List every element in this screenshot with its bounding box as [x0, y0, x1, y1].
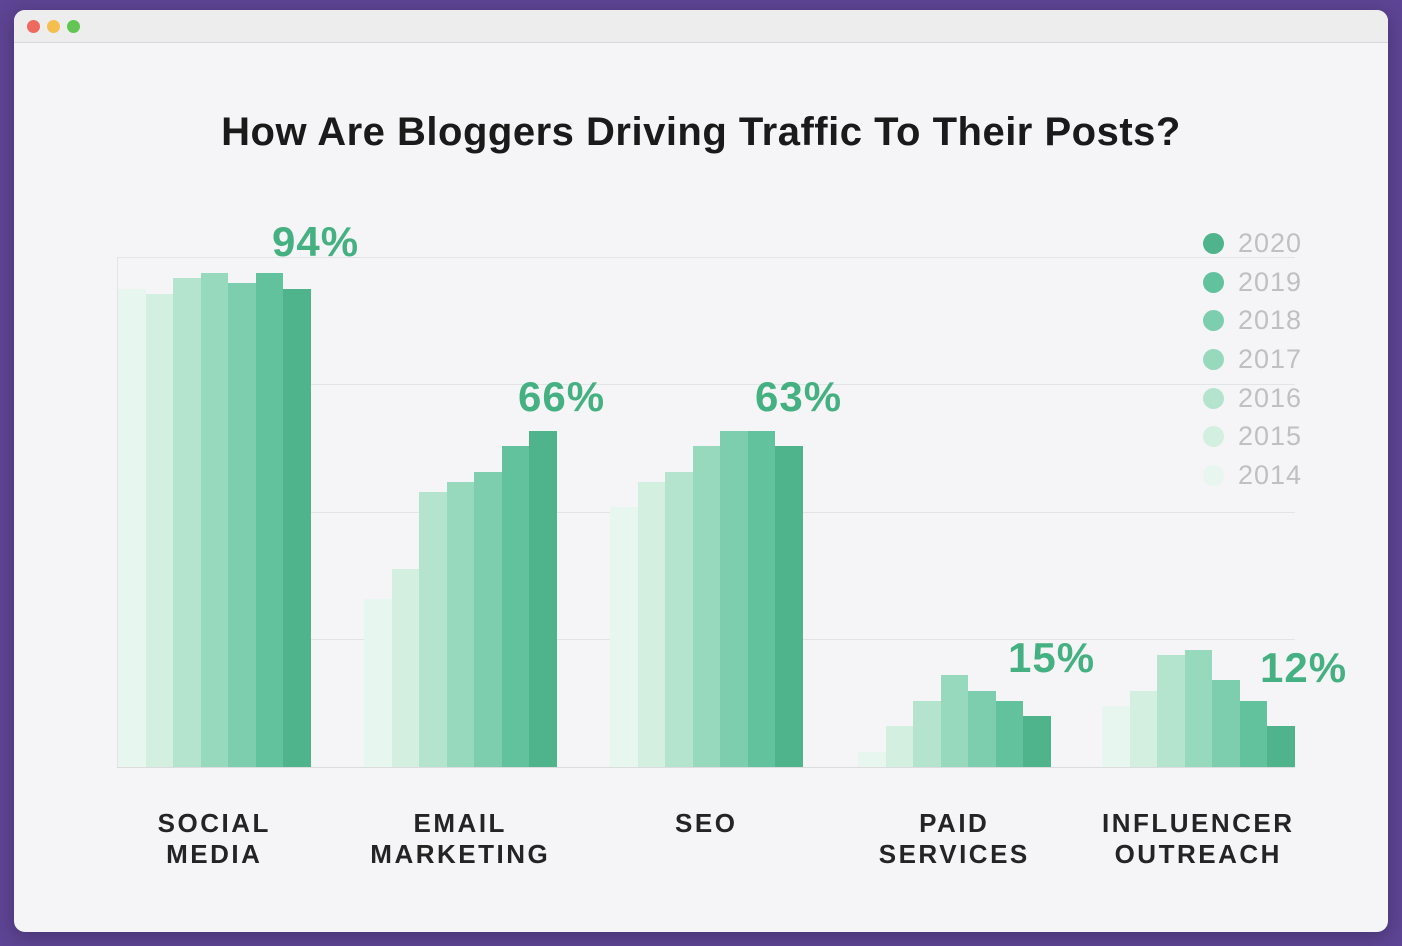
bar-email-marketing-2018 — [474, 471, 502, 767]
legend-label-2018: 2018 — [1238, 305, 1303, 336]
category-label-influencer-outreach: INFLUENCER OUTREACH — [1101, 808, 1295, 869]
bar-paid-services-2017 — [940, 675, 968, 767]
bar-seo-2014 — [610, 507, 638, 767]
category-label-email-marketing: EMAIL MARKETING — [370, 808, 551, 869]
zoom-button[interactable] — [67, 19, 80, 33]
legend-item-2020: 2020 — [1203, 228, 1302, 258]
value-label-seo: 63% — [755, 373, 843, 420]
bar-group-influencer-outreach — [1102, 649, 1295, 767]
category-label-social-media: SOCIAL MEDIA — [157, 808, 271, 869]
bar-seo-2015 — [637, 481, 665, 767]
bar-email-marketing-2015 — [391, 568, 419, 767]
gridline-75 — [117, 384, 1295, 386]
category-label-paid-services: PAID SERVICES — [878, 808, 1030, 869]
plot-area — [117, 257, 1295, 768]
bar-email-marketing-2016 — [419, 492, 447, 767]
chart-legend: 2020 2019 2018 2017 2016 2015 2014 — [1203, 228, 1302, 504]
bar-influencer-outreach-2015 — [1129, 690, 1157, 767]
bar-social-media-2017 — [200, 273, 228, 767]
legend-item-2019: 2019 — [1203, 267, 1302, 297]
bar-group-seo — [610, 431, 803, 767]
x-axis-baseline — [117, 767, 1295, 768]
legend-label-2017: 2017 — [1238, 344, 1303, 375]
bar-seo-2018 — [720, 431, 748, 767]
category-label-seo: SEO — [675, 808, 738, 838]
bar-paid-services-2019 — [995, 700, 1023, 767]
bar-social-media-2018 — [228, 283, 256, 767]
bar-influencer-outreach-2019 — [1239, 700, 1267, 767]
legend-label-2014: 2014 — [1238, 460, 1303, 491]
bar-email-marketing-2019 — [501, 446, 529, 767]
legend-dot-2018 — [1203, 310, 1224, 332]
bar-paid-services-2018 — [968, 690, 996, 767]
bar-seo-2020 — [775, 446, 803, 767]
bar-seo-2019 — [747, 431, 775, 767]
value-label-social-media: 94% — [272, 218, 360, 265]
bar-email-marketing-2020 — [529, 431, 557, 767]
value-label-influencer-outreach: 12% — [1260, 644, 1348, 691]
bar-social-media-2016 — [173, 278, 201, 767]
chart-title: How Are Bloggers Driving Traffic To Thei… — [221, 110, 1181, 154]
legend-label-2016: 2016 — [1238, 382, 1303, 413]
window-titlebar — [14, 10, 1388, 43]
bar-paid-services-2014 — [858, 751, 886, 767]
bar-influencer-outreach-2017 — [1184, 649, 1212, 767]
bar-influencer-outreach-2020 — [1267, 726, 1295, 767]
bar-seo-2016 — [665, 471, 693, 767]
value-label-email-marketing: 66% — [518, 373, 606, 420]
legend-label-2020: 2020 — [1238, 228, 1303, 258]
bar-paid-services-2020 — [1023, 716, 1051, 767]
legend-dot-2020 — [1203, 233, 1224, 254]
bar-social-media-2019 — [255, 273, 283, 767]
legend-item-2018: 2018 — [1203, 305, 1302, 335]
minimize-button[interactable] — [47, 19, 60, 33]
legend-item-2015: 2015 — [1203, 421, 1302, 451]
bar-social-media-2015 — [145, 293, 173, 767]
legend-item-2016: 2016 — [1203, 383, 1302, 413]
legend-item-2017: 2017 — [1203, 344, 1302, 374]
legend-item-2014: 2014 — [1203, 460, 1302, 490]
bar-group-email-marketing — [364, 431, 557, 767]
value-label-paid-services: 15% — [1008, 634, 1096, 681]
bar-email-marketing-2017 — [446, 481, 474, 767]
bar-group-social-media — [118, 273, 311, 767]
bar-influencer-outreach-2014 — [1102, 705, 1130, 767]
close-button[interactable] — [27, 19, 40, 33]
bar-influencer-outreach-2018 — [1212, 680, 1240, 767]
bar-paid-services-2016 — [913, 700, 941, 767]
bar-email-marketing-2014 — [364, 599, 392, 767]
bar-group-paid-services — [858, 675, 1051, 767]
legend-label-2015: 2015 — [1238, 421, 1303, 452]
legend-label-2019: 2019 — [1238, 266, 1303, 297]
legend-dot-2019 — [1203, 271, 1224, 293]
app-window: How Are Bloggers Driving Traffic To Thei… — [14, 10, 1388, 932]
bar-social-media-2020 — [283, 288, 311, 767]
legend-dot-2016 — [1203, 387, 1224, 409]
legend-dot-2015 — [1203, 426, 1224, 448]
bar-influencer-outreach-2016 — [1157, 655, 1185, 767]
bar-social-media-2014 — [118, 288, 146, 767]
gridline-100 — [117, 257, 1295, 258]
legend-dot-2017 — [1203, 349, 1224, 371]
y-axis-line — [117, 258, 118, 767]
bar-seo-2017 — [692, 446, 720, 767]
bar-paid-services-2015 — [885, 726, 913, 767]
legend-dot-2014 — [1203, 465, 1224, 487]
